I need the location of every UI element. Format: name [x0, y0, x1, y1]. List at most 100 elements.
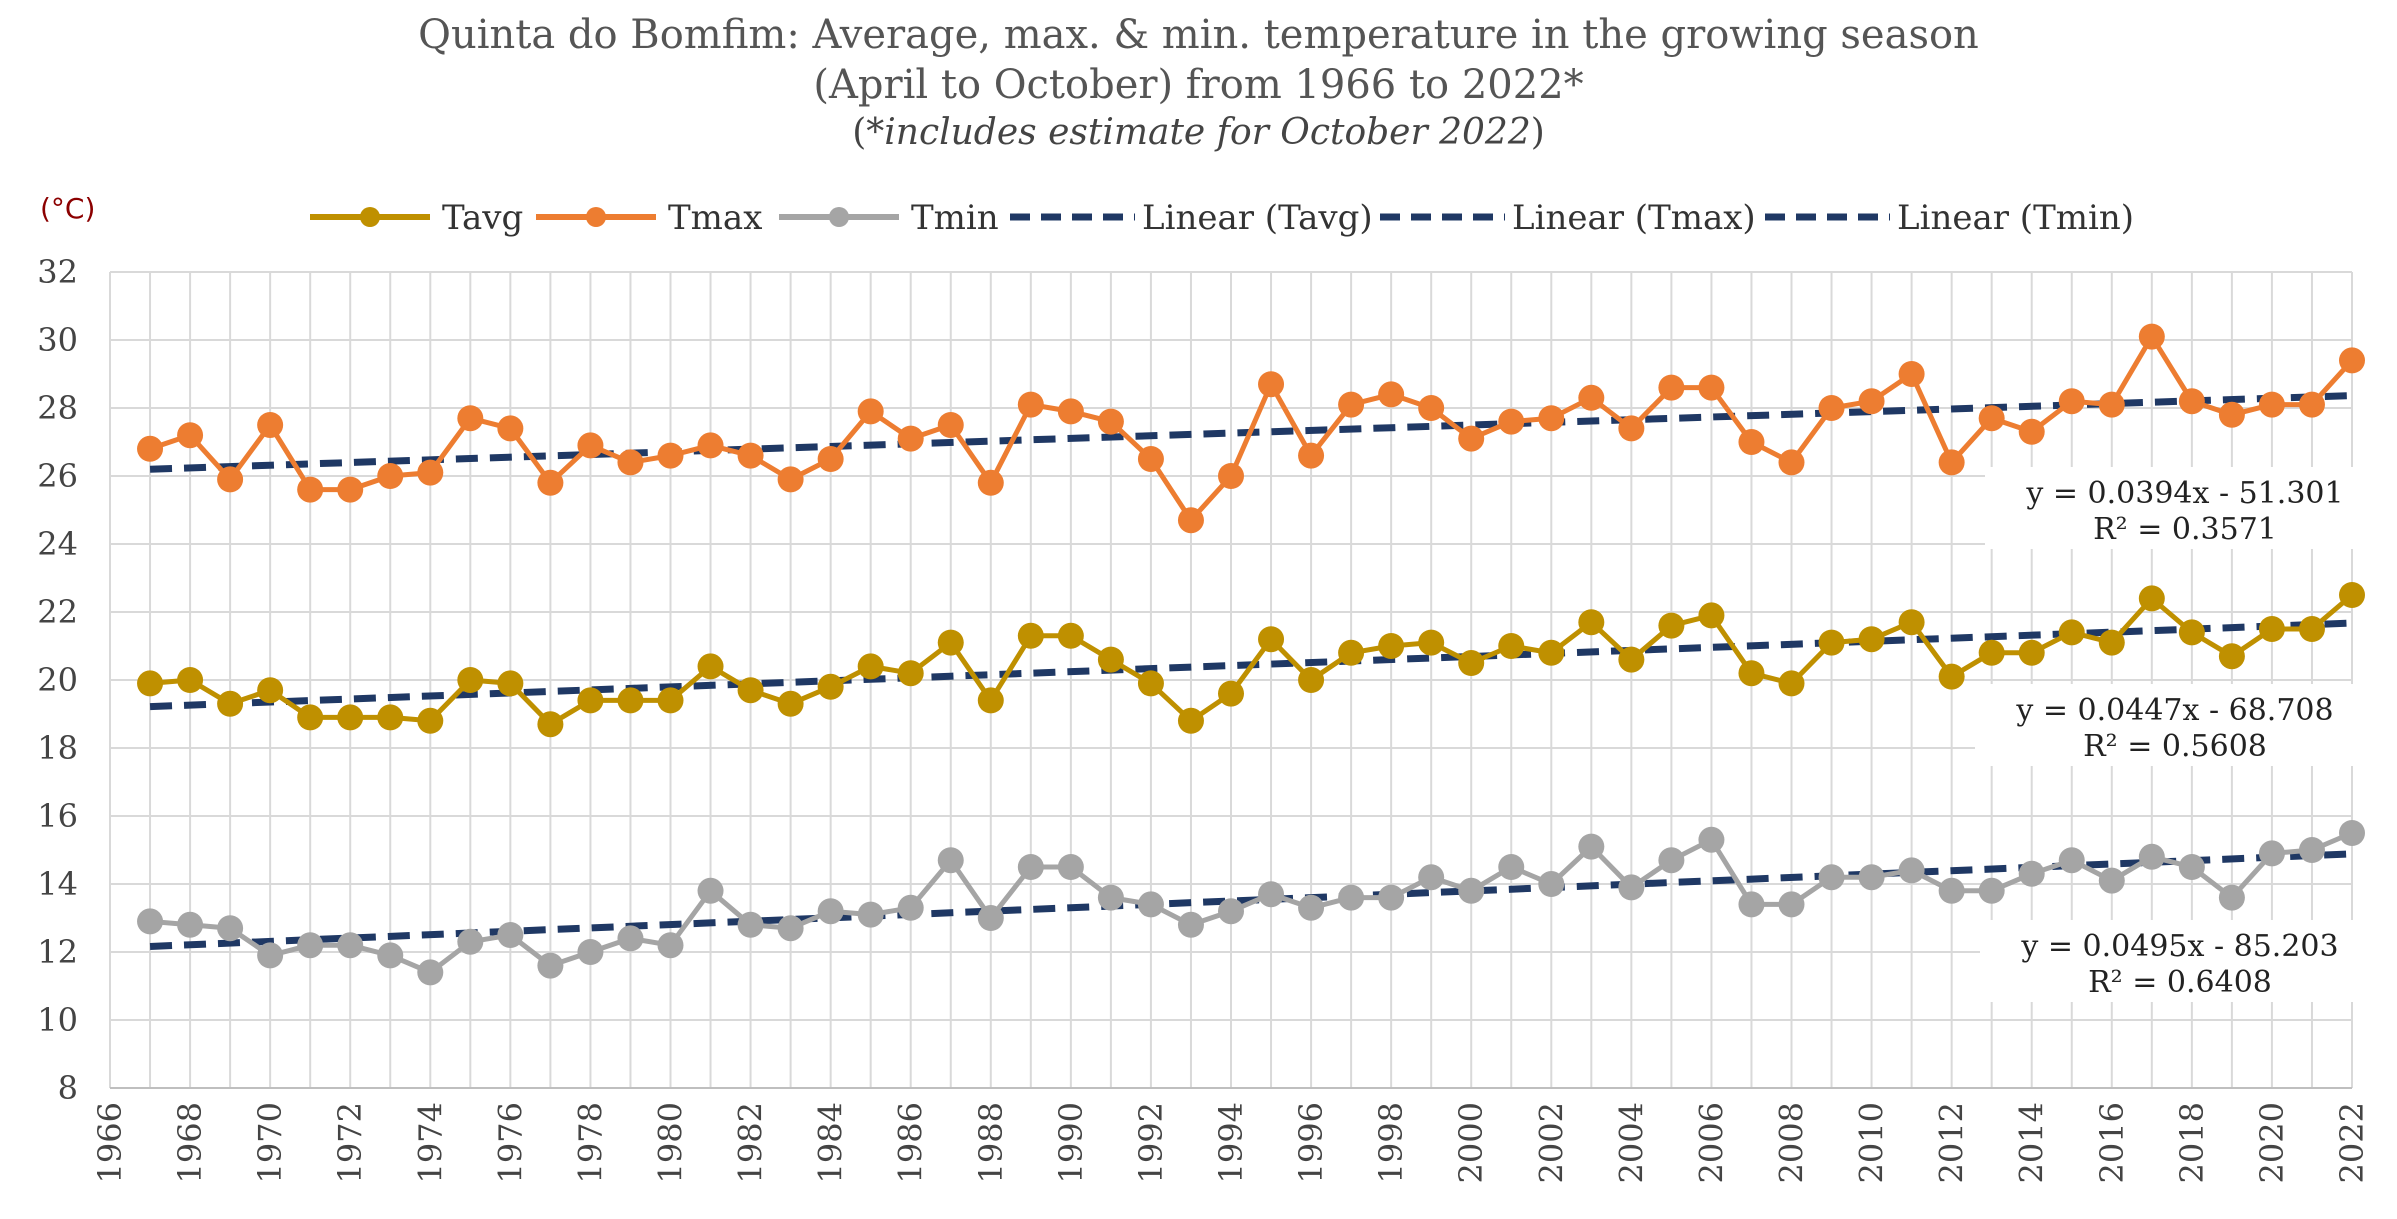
- trend-equation-box: [1985, 467, 2385, 549]
- data-point-tmin: [2138, 843, 2165, 870]
- data-point-tmax: [577, 432, 604, 459]
- data-point-tmin: [2018, 860, 2045, 887]
- data-point-tmax: [1978, 405, 2005, 432]
- data-point-tmin: [737, 911, 764, 938]
- data-point-tmin: [1578, 833, 1605, 860]
- data-point-tmin: [1978, 877, 2005, 904]
- x-tick-label: 1984: [812, 1102, 850, 1183]
- data-point-tmax: [1458, 425, 1485, 452]
- data-point-tavg: [1698, 602, 1725, 629]
- data-point-tavg: [257, 677, 284, 704]
- data-point-tmax: [2058, 388, 2085, 415]
- data-point-tmin: [977, 905, 1004, 931]
- x-tick-label: 1978: [571, 1102, 609, 1183]
- data-point-tmin: [1498, 854, 1525, 880]
- chart-title-line-2: (April to October) from 1966 to 2022*: [813, 62, 1584, 108]
- trend-equation: y = 0.0447x - 68.708: [2015, 693, 2333, 728]
- trend-equation: y = 0.0495x - 85.203: [2020, 929, 2338, 964]
- data-point-tmin: [2298, 837, 2325, 863]
- x-tick-label: 1996: [1292, 1102, 1330, 1183]
- x-tick-label: 2016: [2093, 1102, 2131, 1183]
- data-point-tmax: [1858, 388, 1885, 415]
- data-point-tavg: [1658, 612, 1685, 639]
- data-point-tmax: [617, 449, 644, 476]
- data-point-tavg: [2058, 619, 2085, 646]
- x-tick-label: 1986: [892, 1102, 930, 1183]
- x-tick-label: 1980: [652, 1102, 690, 1183]
- data-point-tavg: [377, 704, 404, 731]
- legend-label: Tavg: [442, 198, 523, 238]
- data-point-tmax: [2298, 391, 2325, 418]
- x-tick-label: 1998: [1372, 1102, 1410, 1183]
- data-point-tmax: [1177, 507, 1204, 534]
- data-point-tmin: [1618, 874, 1645, 901]
- data-point-tavg: [1978, 639, 2005, 666]
- data-point-tmin: [1658, 847, 1685, 874]
- x-tick-label: 2018: [2173, 1102, 2211, 1183]
- data-point-tmin: [337, 932, 364, 959]
- data-point-tavg: [857, 653, 884, 680]
- data-point-tmax: [2218, 401, 2245, 428]
- x-tick-label: 1970: [251, 1102, 289, 1183]
- data-point-tmax: [1938, 449, 1965, 476]
- data-point-tmin: [1418, 864, 1445, 891]
- data-point-tavg: [337, 704, 364, 731]
- x-tick-label: 1972: [331, 1102, 369, 1183]
- y-tick-label: 8: [58, 1069, 78, 1107]
- trend-r-squared: R² = 0.6408: [2088, 965, 2272, 1000]
- data-point-tavg: [977, 687, 1004, 714]
- x-tick-label: 1990: [1052, 1102, 1090, 1183]
- data-point-tmin: [1778, 891, 1805, 918]
- data-point-tmin: [657, 932, 684, 959]
- data-point-tavg: [577, 687, 604, 714]
- data-point-tavg: [1298, 667, 1325, 693]
- data-point-tmax: [1338, 391, 1365, 418]
- legend: Tavg Tmax Tmin Linear (Tavg) Linear (Tmax) Li…: [310, 198, 2134, 238]
- data-point-tmin: [1458, 877, 1485, 904]
- x-tick-label: 2008: [1773, 1102, 1811, 1183]
- data-point-tavg: [697, 653, 724, 680]
- data-point-tmin: [1938, 877, 1965, 904]
- data-point-tmax: [137, 435, 164, 462]
- y-tick-label: 24: [37, 525, 78, 563]
- data-point-tmin: [1378, 884, 1405, 911]
- x-tick-label: 2006: [1692, 1102, 1730, 1183]
- trend-equation: y = 0.0394x - 51.301: [2025, 476, 2343, 511]
- data-point-tavg: [1898, 609, 1925, 636]
- data-point-tmin: [937, 847, 964, 874]
- x-tick-label: 1974: [411, 1102, 449, 1183]
- data-point-tmax: [1538, 405, 1565, 432]
- data-point-tmax: [297, 476, 324, 503]
- data-point-tmin: [137, 908, 164, 935]
- x-tick-label: 1976: [491, 1102, 529, 1183]
- data-point-tmin: [1218, 898, 1244, 925]
- data-point-tmin: [1738, 891, 1765, 918]
- data-point-tmax: [1137, 446, 1164, 472]
- data-point-tmax: [2098, 391, 2125, 418]
- data-point-tmax: [1698, 374, 1725, 401]
- data-point-tmax: [1258, 371, 1285, 398]
- data-point-tavg: [1738, 660, 1765, 687]
- data-point-tmax: [2339, 347, 2365, 374]
- data-point-tmin: [617, 925, 644, 952]
- data-point-tavg: [897, 660, 924, 687]
- data-point-tmin: [1298, 894, 1325, 921]
- data-point-tmin: [2178, 854, 2205, 880]
- data-point-tmin: [1538, 871, 1565, 897]
- data-point-tmin: [1898, 857, 1925, 884]
- data-point-tavg: [1498, 633, 1525, 659]
- y-tick-label: 22: [37, 593, 78, 631]
- data-point-tmax: [2258, 391, 2285, 418]
- data-point-tavg: [737, 677, 764, 704]
- data-point-tmin: [2218, 884, 2245, 911]
- data-point-tavg: [937, 629, 964, 656]
- data-point-tmax: [1378, 381, 1405, 408]
- data-point-tmax: [1578, 384, 1605, 411]
- data-point-tavg: [177, 667, 204, 693]
- x-tick-label: 2020: [2253, 1102, 2291, 1183]
- data-point-tmax: [1498, 408, 1525, 435]
- data-point-tavg: [1177, 707, 1204, 734]
- data-point-tmin: [1137, 891, 1164, 918]
